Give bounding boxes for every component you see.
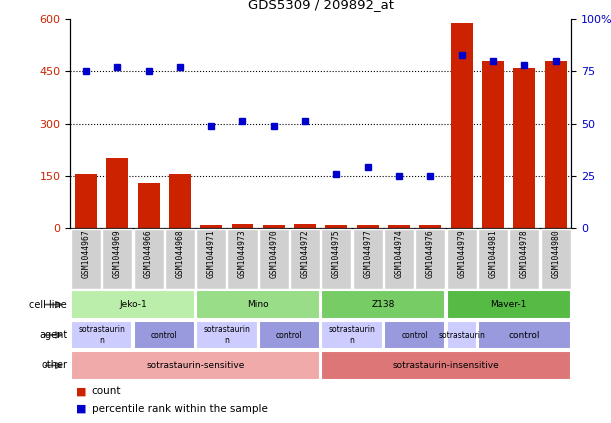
Text: GSM1044976: GSM1044976 (426, 229, 435, 278)
Text: sotrastaurin
n: sotrastaurin n (78, 325, 125, 345)
FancyBboxPatch shape (478, 228, 508, 289)
Text: other: other (41, 360, 67, 371)
FancyBboxPatch shape (134, 228, 164, 289)
Text: GSM1044975: GSM1044975 (332, 229, 341, 278)
FancyBboxPatch shape (165, 228, 195, 289)
FancyBboxPatch shape (227, 228, 257, 289)
FancyBboxPatch shape (290, 228, 320, 289)
Bar (482, 61, 504, 228)
Bar (326, 225, 348, 228)
FancyBboxPatch shape (71, 228, 101, 289)
Bar (232, 224, 254, 228)
Text: GSM1044967: GSM1044967 (81, 229, 90, 278)
Text: sotrastaurin
n: sotrastaurin n (329, 325, 376, 345)
Text: GSM1044981: GSM1044981 (489, 229, 497, 278)
Text: control: control (276, 330, 303, 340)
Text: Maver-1: Maver-1 (491, 300, 527, 309)
Text: control: control (401, 330, 428, 340)
FancyBboxPatch shape (321, 228, 351, 289)
Bar (513, 68, 535, 228)
Text: ■: ■ (76, 404, 87, 414)
Bar (544, 61, 566, 228)
Text: GSM1044971: GSM1044971 (207, 229, 216, 278)
Text: sotrastaurin
n: sotrastaurin n (203, 325, 251, 345)
Text: GSM1044970: GSM1044970 (269, 229, 278, 278)
Text: GSM1044980: GSM1044980 (551, 229, 560, 278)
FancyBboxPatch shape (196, 228, 226, 289)
Bar (263, 225, 285, 228)
FancyBboxPatch shape (447, 228, 477, 289)
Text: Z138: Z138 (371, 300, 395, 309)
Text: Mino: Mino (247, 300, 269, 309)
Text: GSM1044979: GSM1044979 (457, 229, 466, 278)
FancyBboxPatch shape (541, 228, 571, 289)
FancyBboxPatch shape (510, 228, 540, 289)
Text: Jeko-1: Jeko-1 (119, 300, 147, 309)
Bar (75, 174, 97, 228)
Text: GDS5309 / 209892_at: GDS5309 / 209892_at (248, 0, 393, 11)
Text: GSM1044974: GSM1044974 (395, 229, 403, 278)
Text: ■: ■ (76, 386, 87, 396)
Bar (357, 225, 379, 228)
Text: sotrastaurin: sotrastaurin (438, 330, 485, 340)
FancyBboxPatch shape (353, 228, 382, 289)
Text: sotrastaurin-insensitive: sotrastaurin-insensitive (393, 361, 499, 370)
Bar (169, 174, 191, 228)
FancyBboxPatch shape (102, 228, 132, 289)
Text: GSM1044969: GSM1044969 (113, 229, 122, 278)
Text: percentile rank within the sample: percentile rank within the sample (92, 404, 268, 414)
Text: control: control (151, 330, 178, 340)
FancyBboxPatch shape (415, 228, 445, 289)
Text: control: control (508, 330, 540, 340)
FancyBboxPatch shape (384, 228, 414, 289)
Bar (451, 22, 473, 228)
FancyBboxPatch shape (259, 228, 289, 289)
Text: cell line: cell line (29, 299, 67, 310)
Text: agent: agent (39, 330, 67, 340)
Text: GSM1044972: GSM1044972 (301, 229, 310, 278)
Text: sotrastaurin-sensitive: sotrastaurin-sensitive (146, 361, 245, 370)
Bar (388, 225, 410, 228)
Text: GSM1044977: GSM1044977 (364, 229, 372, 278)
Bar (137, 183, 159, 228)
Bar (294, 224, 316, 228)
Bar (200, 225, 222, 228)
Text: GSM1044978: GSM1044978 (520, 229, 529, 278)
Text: GSM1044968: GSM1044968 (175, 229, 185, 278)
Text: GSM1044966: GSM1044966 (144, 229, 153, 278)
Bar (106, 158, 128, 228)
Bar (419, 225, 441, 228)
Text: GSM1044973: GSM1044973 (238, 229, 247, 278)
Text: count: count (92, 386, 121, 396)
